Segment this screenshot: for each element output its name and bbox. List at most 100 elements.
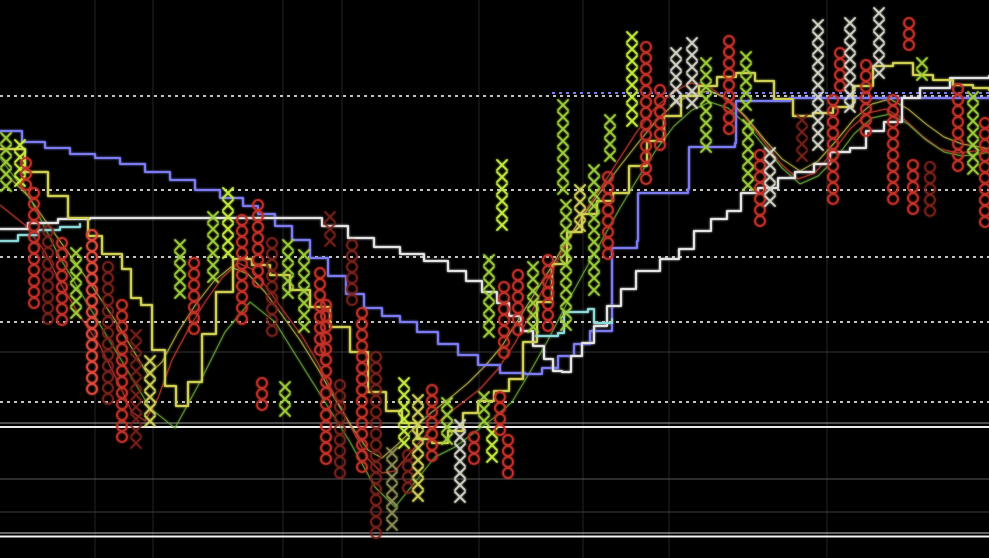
o-mark-icon (887, 182, 899, 194)
o-mark-icon (320, 354, 332, 366)
x-mark-icon (557, 159, 569, 171)
x-mark-icon (588, 176, 600, 188)
o-mark-icon (86, 317, 98, 329)
o-mark-icon (252, 232, 264, 244)
x-mark-icon (527, 285, 539, 297)
o-mark-icon (512, 280, 524, 292)
o-mark-icon (252, 210, 264, 222)
o-mark-icon (903, 28, 915, 40)
o-mark-icon (952, 83, 964, 95)
x-mark-icon (560, 307, 572, 319)
x-mark-icon (483, 266, 495, 278)
x-mark-icon (70, 295, 82, 307)
o-mark-icon (102, 261, 114, 273)
o-mark-icon (116, 409, 128, 421)
o-mark-icon (86, 383, 98, 395)
x-mark-icon (700, 81, 712, 93)
o-mark-icon (502, 445, 514, 457)
x-mark-icon (557, 111, 569, 123)
x-mark-icon (70, 283, 82, 295)
o-mark-icon (907, 192, 919, 204)
x-mark-icon (764, 183, 776, 195)
xo-column-x (441, 397, 453, 445)
x-mark-icon (398, 389, 410, 401)
o-mark-icon (28, 253, 40, 265)
o-mark-icon (314, 333, 326, 345)
o-mark-icon (28, 187, 40, 199)
x-mark-icon (626, 31, 638, 43)
o-mark-icon (86, 350, 98, 362)
o-mark-icon (116, 398, 128, 410)
xo-column-x (207, 211, 219, 283)
o-mark-icon (320, 398, 332, 410)
xo-column-x (764, 147, 776, 207)
x-mark-icon (812, 79, 824, 91)
x-mark-icon (560, 211, 572, 223)
o-mark-icon (494, 424, 506, 436)
o-mark-icon (640, 74, 652, 86)
o-mark-icon (754, 193, 766, 205)
o-mark-icon (887, 149, 899, 161)
o-mark-icon (116, 431, 128, 443)
x-mark-icon (740, 63, 752, 75)
x-mark-icon (588, 224, 600, 236)
o-mark-icon (979, 194, 989, 206)
o-mark-icon (370, 505, 382, 517)
x-mark-icon (557, 123, 569, 135)
o-mark-icon (494, 413, 506, 425)
o-mark-icon (602, 171, 614, 183)
xo-column-x (478, 391, 490, 427)
o-mark-icon (56, 292, 68, 304)
o-mark-icon (723, 79, 735, 91)
o-mark-icon (42, 247, 54, 259)
x-mark-icon (560, 235, 572, 247)
o-mark-icon (86, 273, 98, 285)
xo-column-x (574, 184, 586, 232)
o-mark-icon (266, 281, 278, 293)
o-mark-icon (116, 376, 128, 388)
x-mark-icon (483, 290, 495, 302)
o-mark-icon (952, 160, 964, 172)
x-mark-icon (222, 223, 234, 235)
x-mark-icon (0, 156, 12, 168)
o-mark-icon (426, 406, 438, 418)
x-mark-icon (386, 507, 398, 519)
x-mark-icon (626, 55, 638, 67)
o-mark-icon (370, 362, 382, 374)
x-mark-icon (174, 287, 186, 299)
x-mark-icon (298, 309, 310, 321)
x-mark-icon (686, 97, 698, 109)
xo-column-o (602, 171, 614, 260)
xo-column-o (252, 199, 264, 288)
x-mark-icon (486, 439, 498, 451)
o-mark-icon (370, 395, 382, 407)
o-mark-icon (723, 101, 735, 113)
o-mark-icon (827, 149, 839, 161)
o-mark-icon (907, 170, 919, 182)
x-mark-icon (812, 55, 824, 67)
o-mark-icon (498, 303, 510, 315)
o-mark-icon (356, 461, 368, 473)
x-mark-icon (130, 365, 142, 377)
xo-marks-layer (0, 7, 989, 539)
o-mark-icon (314, 344, 326, 356)
o-mark-icon (640, 107, 652, 119)
x-mark-icon (967, 163, 979, 175)
xo-column-x (742, 119, 754, 191)
x-mark-icon (844, 29, 856, 41)
x-mark-icon (812, 43, 824, 55)
x-mark-icon (588, 248, 600, 260)
xo-column-o (314, 267, 326, 356)
x-mark-icon (686, 85, 698, 97)
o-mark-icon (356, 307, 368, 319)
x-mark-icon (454, 431, 466, 443)
o-mark-icon (346, 294, 358, 306)
o-mark-icon (370, 461, 382, 473)
x-mark-icon (670, 95, 682, 107)
o-mark-icon (334, 401, 346, 413)
o-mark-icon (426, 384, 438, 396)
xo-column-o (20, 157, 32, 191)
o-mark-icon (320, 442, 332, 454)
o-mark-icon (498, 292, 510, 304)
